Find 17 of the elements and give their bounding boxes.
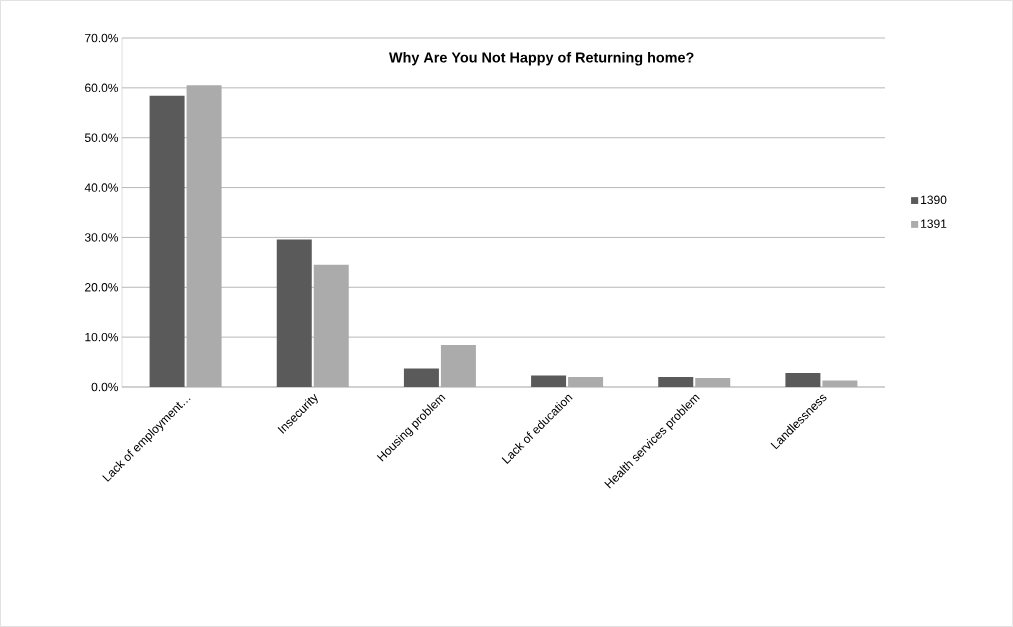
y-tick-label: 10.0% [85,332,119,342]
text: Why Are You Not Happy of Returning home? [389,52,694,66]
legend-label: 1390 [921,195,947,205]
bar [149,95,185,387]
y-tick-label: 50.0% [84,133,119,142]
y-tick-label: 30.0% [84,233,119,242]
bar [658,377,694,387]
y-tick-label: 0.0% [91,382,119,392]
bar [531,375,567,387]
y-tick-label: 20.0% [85,283,119,292]
bar [276,239,312,387]
bar [403,368,439,387]
y-tick-label: 40.0% [84,183,119,192]
legend-label: 1391 [921,219,947,228]
y-tick-label: 70.0% [85,33,119,43]
y-tick-label: 60.0% [85,83,119,93]
bar [785,373,821,387]
